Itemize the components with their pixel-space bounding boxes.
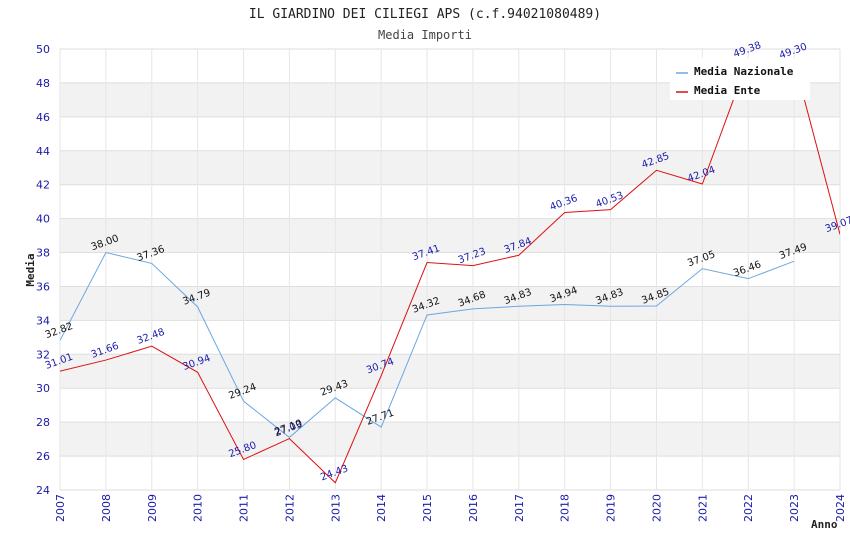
y-tick-label: 26 [36,450,50,463]
y-tick-label: 24 [36,484,50,497]
y-tick-label: 40 [36,213,50,226]
series-line-ente [60,59,840,484]
x-tick-label: 2010 [192,494,205,522]
x-tick-label: 2018 [559,494,572,522]
y-tick-label: 48 [36,77,50,90]
x-tick-label: 2021 [696,494,709,522]
x-axis-label: Anno [811,518,838,531]
y-tick-label: 50 [36,43,50,56]
legend: Media Nazionale Media Ente [670,58,810,100]
x-tick-label: 2022 [742,494,755,522]
chart-title: IL GIARDINO DEI CILIEGI APS (c.f.9402108… [249,7,601,22]
grid-band [60,354,840,389]
y-tick-label: 42 [36,179,50,192]
x-tick-label: 2007 [54,494,67,522]
data-label-ente: 40.36 [549,193,580,213]
data-label-ente: 24.43 [319,463,350,483]
gridlines [59,48,841,491]
x-tick-label: 2011 [238,494,251,522]
x-tick-label: 2008 [100,494,113,522]
x-tick-label: 2014 [375,494,388,522]
data-label-ente: 32.48 [136,327,167,347]
y-tick-label: 36 [36,280,50,293]
x-tick-label: 2023 [788,494,801,522]
y-tick-label: 38 [36,247,50,260]
data-label-nazionale: 36.46 [732,259,763,279]
x-tick-label: 2020 [650,494,663,522]
y-tick-label: 32 [36,348,50,361]
series-lines [60,59,840,484]
y-axis-ticks: 24 26 28 30 32 34 36 38 40 42 44 46 48 50 [36,43,50,497]
data-label-ente: 49.38 [732,40,763,60]
x-tick-label: 2019 [605,494,618,522]
legend-label-ente: Media Ente [694,84,761,97]
y-tick-label: 46 [36,111,50,124]
x-tick-label: 2013 [329,494,342,522]
y-tick-label: 34 [36,314,50,327]
legend-label-nazionale: Media Nazionale [694,65,794,78]
grid-band [60,422,840,457]
grid-band [60,286,840,321]
chart-subtitle: Media Importi [378,28,472,42]
data-label-ente: 40.53 [594,190,625,210]
legend-box [670,58,810,100]
y-tick-label: 30 [36,382,50,395]
x-tick-label: 2015 [421,494,434,522]
grid-band [60,150,840,185]
x-tick-label: 2012 [283,494,296,522]
x-tick-label: 2024 [834,494,847,522]
y-tick-label: 44 [36,145,50,158]
y-tick-label: 28 [36,416,50,429]
x-tick-label: 2016 [467,494,480,522]
grid-bands [60,82,840,457]
grid-band [60,218,840,253]
x-tick-label: 2017 [513,494,526,522]
y-axis-label: Media [24,253,37,286]
series-line-nazionale [60,251,795,439]
x-axis-ticks: 2007 2008 2009 2010 2011 2012 2013 2014 2015 2016… [54,494,847,522]
x-tick-label: 2009 [146,494,159,522]
